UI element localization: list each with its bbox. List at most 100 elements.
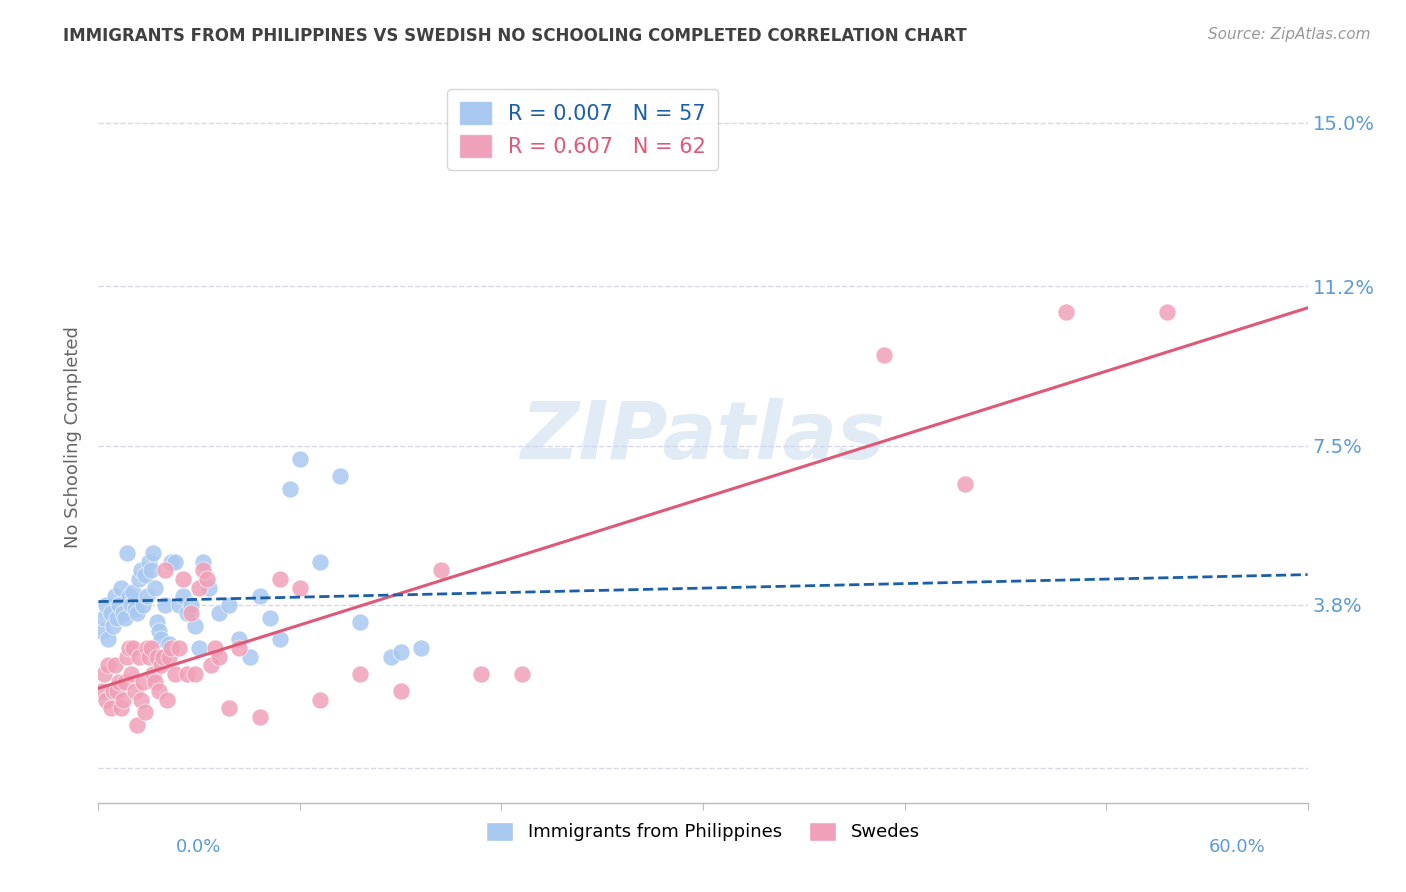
Point [148, 684, 170, 698]
Point [120, 598, 142, 612]
Point [309, 692, 332, 706]
Point [148, 624, 170, 638]
Point [269, 632, 291, 647]
Point [110, 581, 132, 595]
Point [143, 675, 166, 690]
Point [349, 666, 371, 681]
Point [129, 564, 152, 578]
Point [288, 451, 311, 466]
Point [259, 611, 281, 625]
Point [128, 572, 150, 586]
Point [163, 666, 186, 681]
Point [134, 706, 156, 720]
Point [101, 684, 124, 698]
Point [128, 649, 150, 664]
Point [198, 581, 221, 595]
Legend: Immigrants from Philippines, Swedes: Immigrants from Philippines, Swedes [479, 814, 927, 848]
Y-axis label: No Schooling Completed: No Schooling Completed [63, 326, 82, 548]
Point [389, 684, 412, 698]
Point [121, 585, 143, 599]
Point [125, 718, 148, 732]
Point [93, 611, 115, 625]
Point [1156, 305, 1178, 319]
Point [100, 607, 122, 621]
Point [149, 632, 172, 647]
Point [163, 555, 186, 569]
Point [107, 598, 129, 612]
Point [153, 564, 176, 578]
Point [204, 640, 226, 655]
Point [167, 598, 190, 612]
Point [349, 615, 371, 629]
Text: IMMIGRANTS FROM PHILIPPINES VS SWEDISH NO SCHOOLING COMPLETED CORRELATION CHART: IMMIGRANTS FROM PHILIPPINES VS SWEDISH N… [63, 27, 967, 45]
Point [105, 684, 128, 698]
Point [101, 619, 124, 633]
Point [176, 666, 198, 681]
Point [115, 546, 138, 560]
Point [239, 649, 262, 664]
Point [156, 692, 179, 706]
Point [1054, 305, 1077, 319]
Point [124, 684, 146, 698]
Point [153, 598, 176, 612]
Point [124, 602, 146, 616]
Point [125, 607, 148, 621]
Point [110, 701, 132, 715]
Point [180, 607, 202, 621]
Point [380, 649, 402, 664]
Text: ZIPatlas: ZIPatlas [520, 398, 886, 476]
Point [146, 649, 169, 664]
Point [172, 572, 194, 586]
Point [249, 589, 271, 603]
Point [100, 701, 122, 715]
Point [180, 598, 202, 612]
Point [176, 607, 198, 621]
Point [157, 649, 180, 664]
Point [138, 555, 160, 569]
Point [142, 666, 165, 681]
Point [873, 348, 896, 362]
Point [278, 482, 301, 496]
Point [97, 658, 120, 673]
Point [138, 649, 160, 664]
Point [115, 649, 138, 664]
Point [120, 666, 142, 681]
Point [470, 666, 492, 681]
Point [172, 589, 194, 603]
Point [200, 658, 222, 673]
Text: 60.0%: 60.0% [1209, 838, 1265, 856]
Point [135, 589, 157, 603]
Point [103, 589, 125, 603]
Point [249, 710, 271, 724]
Point [143, 581, 166, 595]
Point [121, 640, 143, 655]
Point [91, 684, 114, 698]
Point [188, 640, 211, 655]
Point [103, 658, 125, 673]
Point [389, 645, 412, 659]
Point [184, 619, 207, 633]
Point [111, 607, 134, 621]
Point [193, 555, 215, 569]
Point [193, 564, 215, 578]
Point [157, 637, 180, 651]
Point [97, 632, 120, 647]
Point [146, 615, 169, 629]
Point [132, 675, 155, 690]
Point [114, 675, 136, 690]
Point [309, 555, 332, 569]
Point [139, 564, 162, 578]
Point [953, 477, 976, 491]
Point [208, 649, 231, 664]
Point [188, 581, 211, 595]
Point [152, 649, 174, 664]
Text: 0.0%: 0.0% [176, 838, 221, 856]
Point [409, 640, 432, 655]
Point [107, 675, 129, 690]
Point [139, 640, 162, 655]
Point [118, 640, 141, 655]
Point [228, 632, 250, 647]
Point [288, 581, 311, 595]
Point [96, 692, 118, 706]
Point [430, 564, 453, 578]
